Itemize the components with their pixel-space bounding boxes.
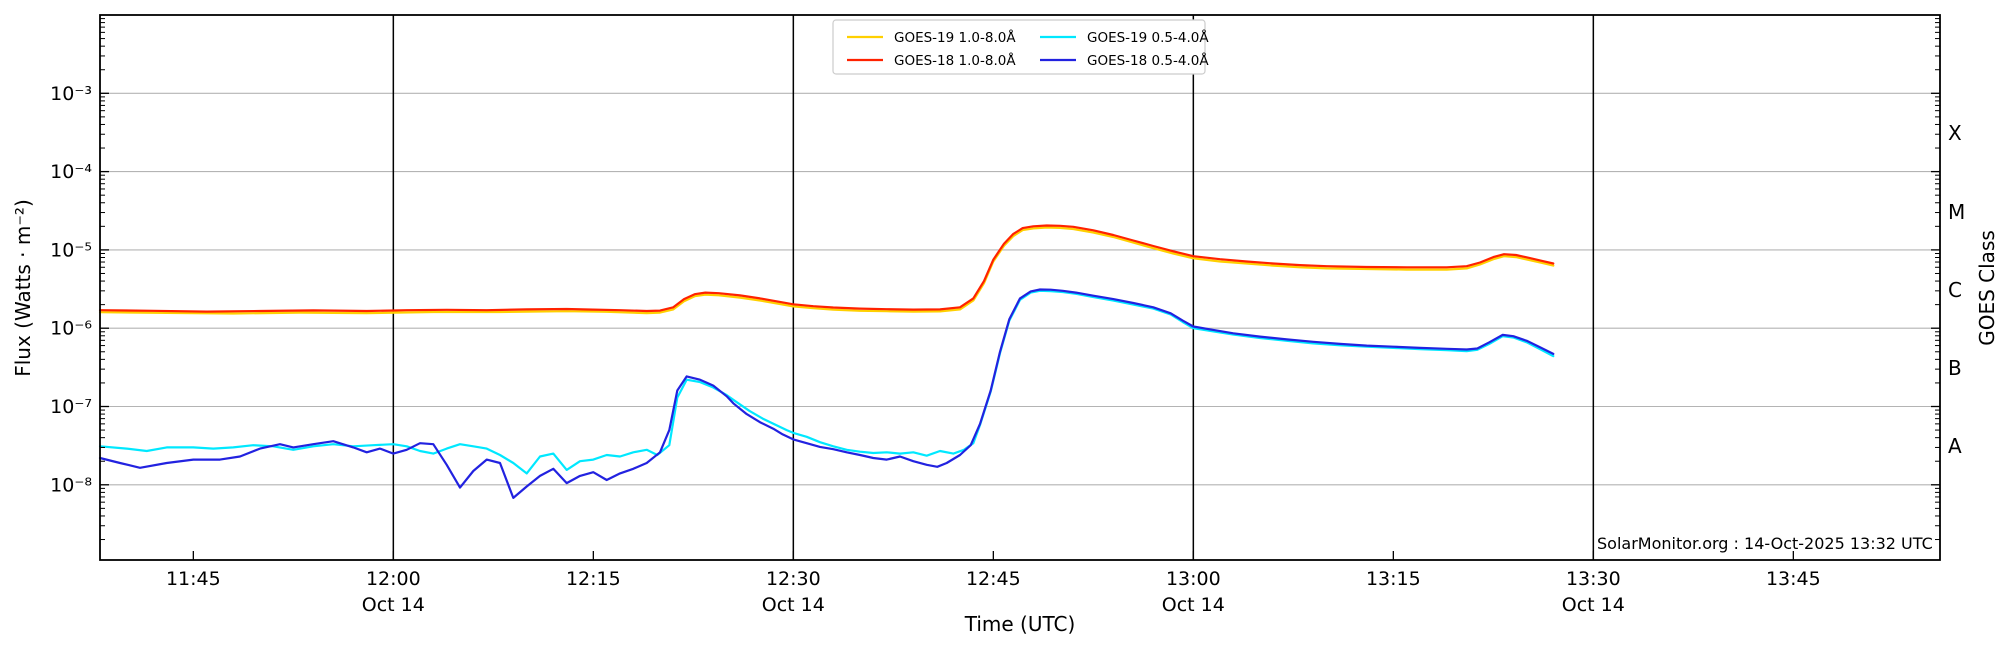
x-tick-label: 12:30	[766, 568, 821, 590]
x-tick-label: 12:00	[366, 568, 421, 590]
y-tick-label: 10⁻⁵	[50, 239, 92, 261]
legend-box	[832, 19, 1206, 75]
flux-series	[98, 224, 1555, 499]
series-goes-19-0-5-4-0-	[98, 289, 1555, 475]
gridlines	[100, 92, 1940, 486]
x-tick-label: 12:15	[566, 568, 621, 590]
series-goes-18-0-5-4-0-	[98, 288, 1555, 499]
y-tick-label: 10⁻⁶	[50, 318, 92, 340]
y-tick-label: 10⁻³	[50, 83, 92, 105]
x-tick-date-label: Oct 14	[1162, 594, 1225, 616]
day-boundary-lines	[392, 15, 1595, 560]
legend-label-goes19-long: GOES-19 1.0-8.0Å	[894, 29, 1016, 46]
right-axis-label: GOES Class	[1975, 230, 1999, 346]
x-tick-date-label: Oct 14	[762, 594, 825, 616]
y-tick-label: 10⁻⁷	[50, 396, 92, 418]
legend-label-goes19-short: GOES-19 0.5-4.0Å	[1087, 29, 1209, 46]
x-axis-label: Time (UTC)	[964, 612, 1076, 636]
y-axis-label: Flux (Watts · m⁻²)	[11, 199, 35, 377]
frame-rect	[99, 14, 1941, 561]
x-tick-label: 12:45	[966, 568, 1021, 590]
x-tick-label: 13:15	[1366, 568, 1421, 590]
goes-class-a: A	[1948, 434, 1962, 458]
axis-tick-labels: 10⁻³ 10⁻⁴ 10⁻⁵ 10⁻⁶ 10⁻⁷ 10⁻⁸ 11:45 12:00 Oct 14…	[50, 83, 1821, 616]
axis-ticks	[100, 18, 1940, 560]
plot-frame	[99, 14, 1941, 561]
x-tick-label: 13:30	[1566, 568, 1621, 590]
legend-label-goes18-long: GOES-18 1.0-8.0Å	[894, 52, 1016, 69]
x-tick-label: 13:45	[1766, 568, 1821, 590]
series-goes-19-1-0-8-0-	[98, 226, 1555, 315]
y-tick-label: 10⁻⁴	[50, 161, 92, 183]
goes-class-m: M	[1948, 200, 1965, 224]
goes-class-b: B	[1948, 356, 1962, 380]
x-tick-label: 13:00	[1166, 568, 1221, 590]
series-goes-18-1-0-8-0-	[98, 224, 1555, 313]
legend-label-goes18-short: GOES-18 0.5-4.0Å	[1087, 52, 1209, 69]
source-annotation: SolarMonitor.org : 14-Oct-2025 13:32 UTC	[1597, 534, 1933, 553]
x-tick-label: 11:45	[166, 568, 221, 590]
x-tick-date-label: Oct 14	[1562, 594, 1625, 616]
goes-class-letters: X M C B A	[1948, 121, 1965, 458]
goes-class-x: X	[1948, 121, 1962, 145]
x-tick-date-label: Oct 14	[362, 594, 425, 616]
y-tick-label: 10⁻⁸	[50, 474, 92, 496]
legend: GOES-19 1.0-8.0Å GOES-18 1.0-8.0Å GOES-1…	[832, 19, 1209, 75]
goes-class-c: C	[1948, 278, 1962, 302]
